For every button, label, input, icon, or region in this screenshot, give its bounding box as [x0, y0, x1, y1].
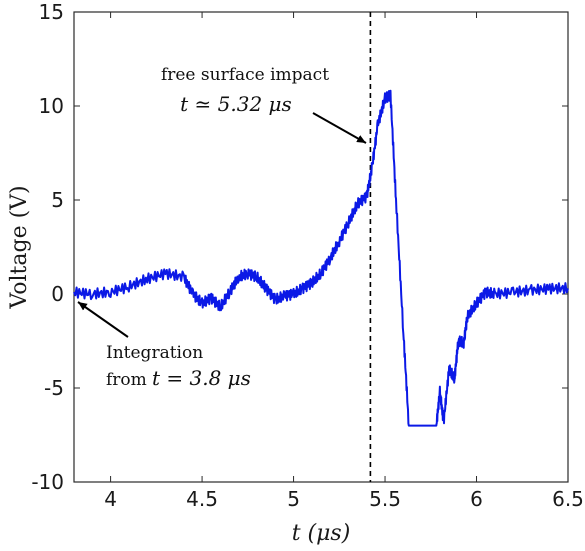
y-tick-label: -10 [31, 470, 64, 494]
impact-label-line2: t ≃ 5.32 μs [180, 92, 292, 116]
axis-ticks [74, 11, 569, 483]
y-tick-label: -5 [44, 376, 64, 400]
y-tick-label: 15 [39, 0, 64, 24]
x-tick-label: 6 [470, 487, 483, 511]
y-tick-label: 10 [39, 94, 64, 118]
x-tick-label: 6.5 [552, 487, 584, 511]
impact-label-line1: free surface impact [161, 65, 329, 85]
integration-label-line1: Integration [106, 343, 203, 363]
plot-area [73, 11, 569, 483]
x-tick-label: 4.5 [186, 487, 218, 511]
integration-label-prefix: from [106, 370, 147, 390]
y-tick-label: 5 [51, 188, 64, 212]
y-tick-label: 0 [51, 282, 64, 306]
voltage-series-line [73, 89, 569, 427]
integration-arrow [77, 301, 129, 338]
impact-arrow [312, 112, 367, 144]
axis-tick-labels: 4 4.5 5 5.5 6 6.5 -10 -5 0 5 10 15 [31, 0, 584, 511]
y-axis-label: Voltage (V) [7, 185, 32, 309]
integration-label-math: t = 3.8 μs [152, 366, 251, 390]
x-tick-label: 5.5 [369, 487, 401, 511]
x-tick-label: 5 [287, 487, 300, 511]
x-axis-label: t (μs) [292, 521, 351, 546]
x-tick-label: 4 [104, 487, 117, 511]
